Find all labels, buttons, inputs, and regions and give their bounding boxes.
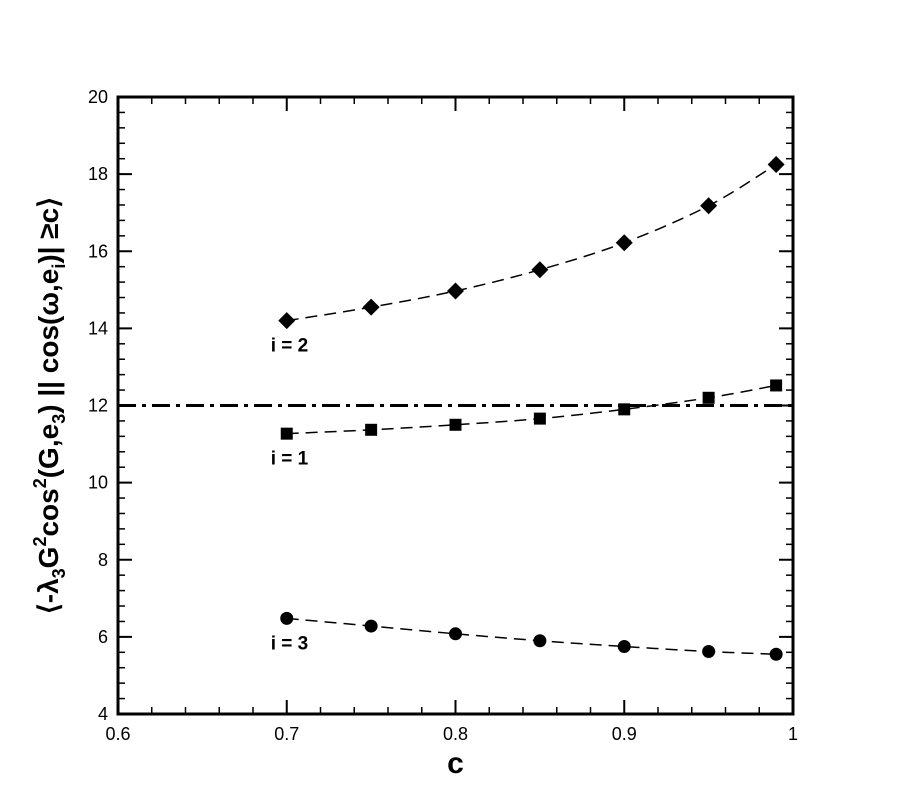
y-tick-label: 18 [88,164,108,184]
data-point-square [702,391,715,404]
y-axis-title-part: ⟨-λ [33,578,64,614]
y-axis-title-part: 3 [49,414,69,424]
data-point-circle [364,619,378,633]
series-labels: i = 2 i = 1 i = 3 [271,336,309,655]
y-axis-title-part: (G,e [33,424,64,478]
data-point-square [533,412,546,425]
data-point-circle [702,645,716,659]
data-point-circle [533,634,547,648]
y-tick-label: 20 [88,87,108,107]
plot-frame [116,95,795,716]
y-axis-title-part: 2 [30,537,50,547]
y-axis-title-part: )| ≥c⟩ [33,197,64,264]
series-lines [286,163,777,655]
y-axis-title-part: 2 [30,478,50,488]
x-tick-label: 1 [788,724,798,744]
y-axis-title-part: ) || cos(ω,e [33,269,64,414]
x-tick-label: 0.8 [443,724,468,744]
y-tick-label: 8 [98,550,108,570]
y-axis-title-part: G [33,547,64,569]
major-ticks [117,96,794,715]
series-label: i = 1 [271,449,309,470]
x-tick-label: 0.7 [274,724,299,744]
y-tick-label: 16 [88,241,108,261]
minor-ticks [117,96,794,715]
data-point-square [365,423,378,436]
y-tick-label: 6 [98,627,108,647]
series-markers [278,155,785,661]
data-point-circle [280,611,294,625]
series-label: i = 2 [271,336,309,357]
y-axis-title-part: 3 [49,568,69,578]
series-label: i = 3 [271,633,309,654]
y-axis-title-part: i [49,264,69,269]
x-tick-label: 0.6 [105,724,130,744]
y-tick-label: 14 [88,318,108,338]
data-point-circle [769,647,783,661]
data-point-diamond [447,282,464,300]
data-point-square [280,427,293,440]
data-point-circle [449,627,462,641]
data-point-diamond [615,234,633,252]
y-tick-label: 12 [88,396,108,416]
data-point-square [770,379,783,392]
y-axis-title-part: cos [33,488,64,536]
data-point-circle [617,640,631,654]
y-axis-title: ⟨-λ3G2cos2(G,e3) || cos(ω,ei)| ≥c⟩ [30,197,69,614]
data-point-diamond [531,261,549,279]
data-point-square [618,403,631,416]
y-tick-label: 10 [88,473,108,493]
data-point-diamond [700,197,718,215]
y-tick-labels: 4 6 8 10 12 14 16 18 20 [88,87,108,724]
data-point-diamond [278,312,296,330]
data-point-square [449,418,462,431]
data-point-diamond [362,298,380,316]
data-point-diamond [767,155,785,173]
x-axis-title: c [447,747,464,780]
y-tick-label: 4 [98,704,108,724]
series-line-diamond [286,163,777,322]
x-tick-label: 0.9 [612,724,637,744]
x-tick-labels: 0.6 0.7 0.8 0.9 1 [105,724,798,744]
